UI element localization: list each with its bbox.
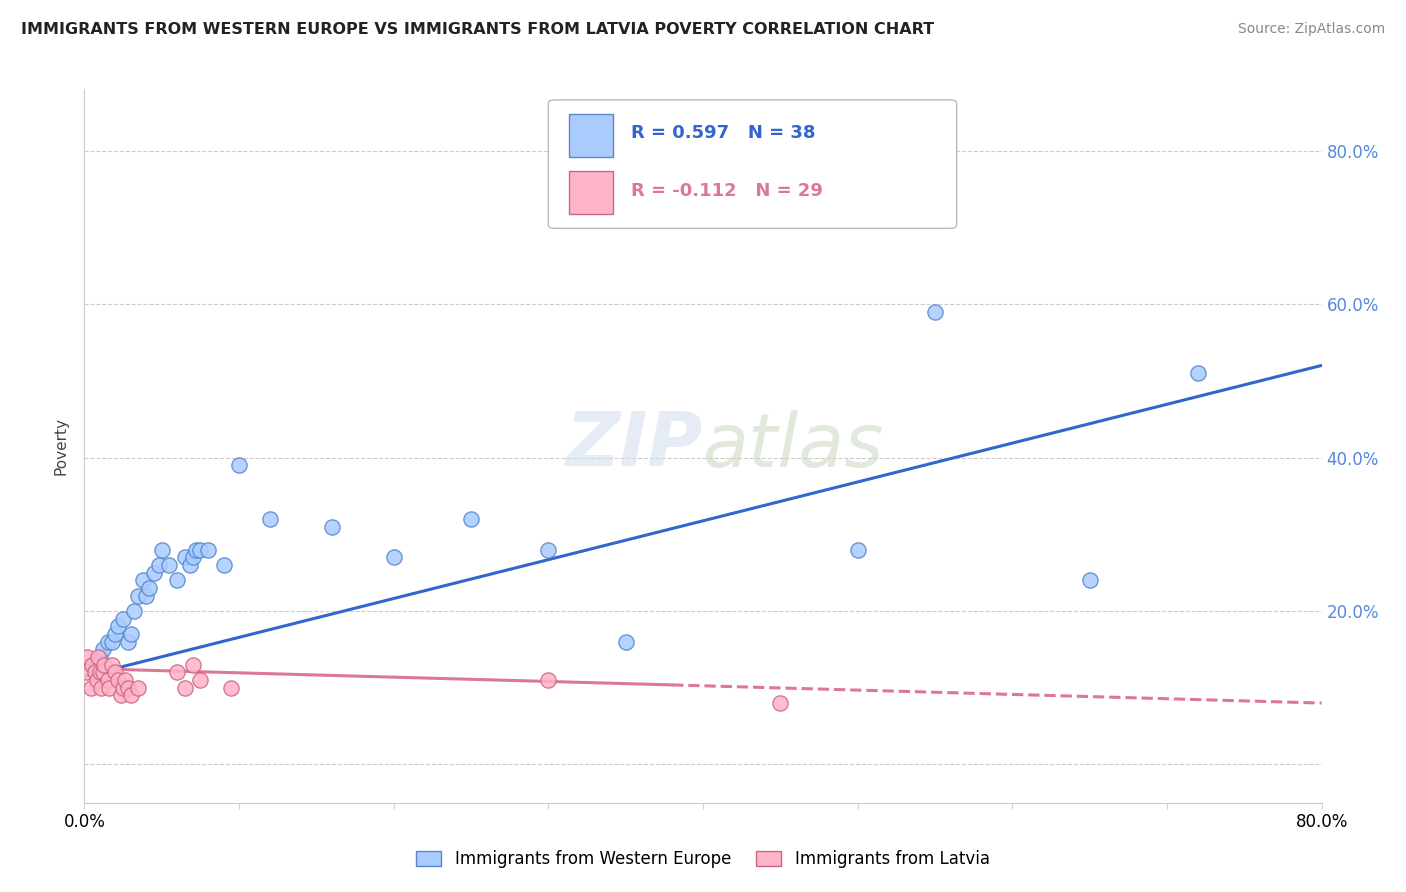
Point xyxy=(135,589,157,603)
Point xyxy=(150,542,173,557)
Point xyxy=(166,574,188,588)
Point xyxy=(90,681,112,695)
Text: Source: ZipAtlas.com: Source: ZipAtlas.com xyxy=(1237,22,1385,37)
Point xyxy=(122,604,145,618)
Point xyxy=(87,650,110,665)
Point xyxy=(104,665,127,680)
Point xyxy=(184,542,207,557)
Point xyxy=(188,542,212,557)
Point xyxy=(769,696,792,710)
Point xyxy=(382,550,405,565)
Bar xyxy=(569,171,613,214)
Point xyxy=(98,681,121,695)
Bar xyxy=(569,114,613,157)
Point xyxy=(197,542,219,557)
Point xyxy=(537,673,560,687)
Point xyxy=(120,689,142,703)
Point xyxy=(537,542,560,557)
Point xyxy=(460,512,482,526)
Point xyxy=(76,650,98,665)
Point xyxy=(1187,366,1209,380)
Point xyxy=(228,458,250,473)
Point xyxy=(212,558,235,572)
Point xyxy=(97,634,120,648)
Point xyxy=(82,657,104,672)
Point xyxy=(114,673,136,687)
Point xyxy=(101,657,124,672)
Text: ZIP: ZIP xyxy=(565,409,703,483)
Point xyxy=(117,681,139,695)
Y-axis label: Poverty: Poverty xyxy=(53,417,69,475)
Point xyxy=(107,673,129,687)
Point xyxy=(89,665,111,680)
Point xyxy=(84,665,107,680)
Point xyxy=(614,634,637,648)
Point xyxy=(112,681,135,695)
Point xyxy=(148,558,170,572)
Point xyxy=(93,657,115,672)
Text: atlas: atlas xyxy=(703,410,884,482)
Point xyxy=(138,581,160,595)
Point xyxy=(110,689,132,703)
Text: R = -0.112   N = 29: R = -0.112 N = 29 xyxy=(631,182,823,200)
FancyBboxPatch shape xyxy=(548,100,956,228)
Legend: Immigrants from Western Europe, Immigrants from Latvia: Immigrants from Western Europe, Immigran… xyxy=(409,844,997,875)
Point xyxy=(188,673,212,687)
Point xyxy=(117,634,139,648)
Point xyxy=(97,673,120,687)
Point xyxy=(174,681,197,695)
Text: R = 0.597   N = 38: R = 0.597 N = 38 xyxy=(631,125,815,143)
Point xyxy=(846,542,869,557)
Point xyxy=(132,574,155,588)
Point xyxy=(321,519,343,533)
Point xyxy=(75,665,97,680)
Point xyxy=(259,512,281,526)
Point xyxy=(112,612,135,626)
Point xyxy=(91,642,114,657)
Point xyxy=(86,673,108,687)
Point xyxy=(82,657,104,672)
Point xyxy=(166,665,188,680)
Point xyxy=(181,550,204,565)
Point xyxy=(159,558,181,572)
Point xyxy=(179,558,201,572)
Point xyxy=(924,304,946,318)
Point xyxy=(79,681,101,695)
Point xyxy=(221,681,243,695)
Point xyxy=(143,566,166,580)
Text: IMMIGRANTS FROM WESTERN EUROPE VS IMMIGRANTS FROM LATVIA POVERTY CORRELATION CHA: IMMIGRANTS FROM WESTERN EUROPE VS IMMIGR… xyxy=(21,22,934,37)
Point xyxy=(101,634,124,648)
Point xyxy=(89,650,111,665)
Point xyxy=(128,681,150,695)
Point xyxy=(181,657,204,672)
Point xyxy=(104,627,127,641)
Point xyxy=(120,627,142,641)
Point xyxy=(128,589,150,603)
Point xyxy=(174,550,197,565)
Point xyxy=(91,665,114,680)
Point xyxy=(107,619,129,633)
Point xyxy=(1078,574,1101,588)
